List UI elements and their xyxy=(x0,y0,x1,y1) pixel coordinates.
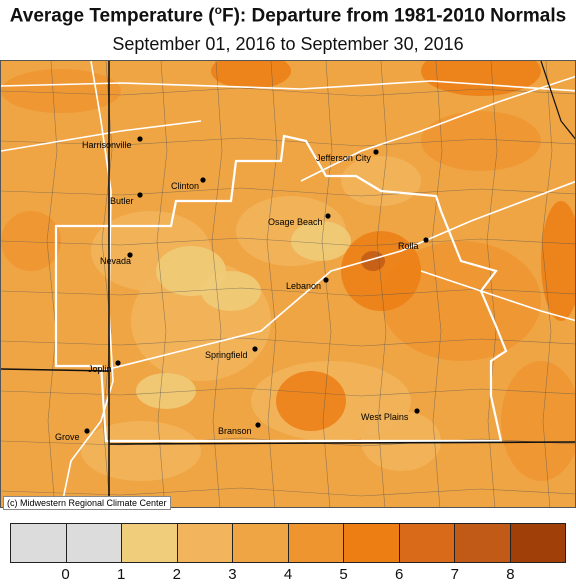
legend-tick-label: 5 xyxy=(339,566,348,583)
credit-label: (c) Midwestern Regional Climate Center xyxy=(3,496,171,510)
county-line xyxy=(1,237,575,247)
shading-patch xyxy=(1,211,61,271)
city-label: Springfield xyxy=(205,350,248,360)
map-area: Harrisonville Jefferson City Clinton Butler… xyxy=(0,60,576,508)
city-label: Osage Beach xyxy=(268,217,323,227)
legend-swatch xyxy=(177,524,233,562)
highway-line xyxy=(1,120,202,152)
shading-patch xyxy=(211,61,291,89)
highway-line xyxy=(1,80,575,92)
county-line xyxy=(541,61,553,507)
city-dot xyxy=(200,177,206,183)
legend-swatch xyxy=(288,524,344,562)
county-line xyxy=(1,187,575,197)
shading-patch xyxy=(541,201,575,321)
city-dot xyxy=(252,346,258,352)
city-dot xyxy=(373,149,379,155)
city-markers: Harrisonville Jefferson City Clinton Butler… xyxy=(55,136,429,442)
city-dot xyxy=(137,136,143,142)
city-dot xyxy=(414,408,420,414)
city-label: Joplin xyxy=(88,364,112,374)
county-line xyxy=(1,487,575,497)
legend-swatch xyxy=(510,524,565,562)
city-dot xyxy=(423,237,429,243)
legend-tick-label: 4 xyxy=(283,566,293,583)
legend-swatch xyxy=(233,524,289,562)
county-line xyxy=(1,137,575,147)
legend-swatch xyxy=(344,524,400,562)
city-label: Lebanon xyxy=(286,281,321,291)
county-line xyxy=(1,287,575,297)
city-label: West Plains xyxy=(361,412,409,422)
legend-swatch xyxy=(66,524,122,562)
legend-tick-label: 3 xyxy=(228,566,237,583)
city-dot xyxy=(255,422,261,428)
city-dot xyxy=(127,252,133,258)
city-label: Harrisonville xyxy=(82,140,132,150)
city-dot xyxy=(323,277,329,283)
region-outline xyxy=(54,134,508,443)
map-title: Average Temperature (oF): Departure from… xyxy=(9,3,567,27)
legend-tick-label: 7 xyxy=(450,566,459,583)
legend-swatch xyxy=(11,524,67,562)
legend-swatch xyxy=(455,524,511,562)
color-legend xyxy=(10,523,566,563)
county-line xyxy=(1,387,575,397)
county-line xyxy=(486,61,498,507)
city-label: Rolla xyxy=(398,241,419,251)
city-label: Jefferson City xyxy=(316,153,371,163)
county-line xyxy=(266,61,278,507)
city-label: Butler xyxy=(110,196,134,206)
city-label: Grove xyxy=(55,432,80,442)
legend-tick-label: 1 xyxy=(117,566,126,583)
highway-line xyxy=(100,180,575,372)
highway-line xyxy=(420,270,575,322)
region-outline-path xyxy=(54,134,508,443)
city-label: Clinton xyxy=(171,181,199,191)
shading-patch xyxy=(276,371,346,431)
city-dot xyxy=(115,360,121,366)
shading-patch xyxy=(341,156,421,206)
county-line xyxy=(1,337,575,347)
legend-tick-label: 0 xyxy=(61,566,70,583)
legend-swatch xyxy=(122,524,178,562)
shading-patch xyxy=(1,69,121,113)
city-label: Nevada xyxy=(100,256,131,266)
highways xyxy=(1,61,575,507)
legend-tick-label: 6 xyxy=(395,566,404,583)
legend-swatch xyxy=(399,524,455,562)
county-line xyxy=(156,61,168,507)
state-borders xyxy=(1,61,575,507)
city-dot xyxy=(84,428,90,434)
shading-patch xyxy=(361,251,385,271)
county-line xyxy=(321,61,333,507)
county-line xyxy=(101,61,113,507)
legend-tick-label: 8 xyxy=(506,566,515,583)
shading-patch xyxy=(136,373,196,409)
shading-patch xyxy=(291,221,351,261)
county-line xyxy=(1,87,575,97)
legend-tick-label: 2 xyxy=(172,566,181,583)
map-subtitle: September 01, 2016 to September 30, 2016 xyxy=(112,34,464,54)
county-lines xyxy=(1,61,575,507)
county-line xyxy=(211,61,223,507)
map-canvas: Harrisonville Jefferson City Clinton Butler… xyxy=(1,61,575,507)
state-border-ok-ks xyxy=(1,368,110,372)
county-line xyxy=(431,61,443,507)
shading-patch xyxy=(421,111,541,171)
city-dot xyxy=(137,192,143,198)
county-line xyxy=(46,61,58,507)
shading-patch xyxy=(81,421,201,481)
state-border-south xyxy=(108,441,575,445)
county-line xyxy=(376,61,388,507)
highway-line xyxy=(300,75,575,182)
city-label: Branson xyxy=(218,426,252,436)
city-dot xyxy=(325,213,331,219)
state-border-east xyxy=(540,61,575,140)
highway-line xyxy=(60,61,114,507)
shading-patch xyxy=(201,271,261,311)
